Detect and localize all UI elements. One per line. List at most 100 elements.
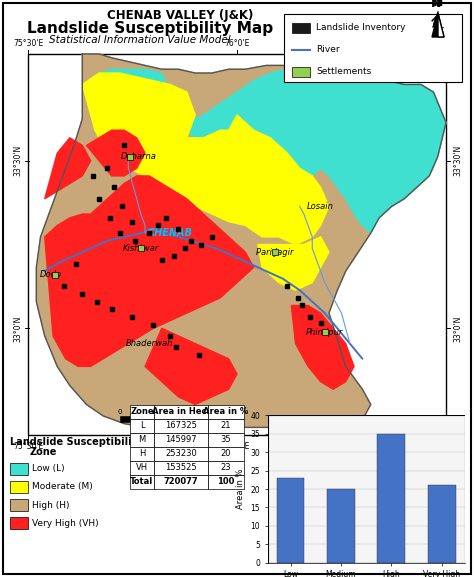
Bar	[428, 485, 456, 563]
Text: 5: 5	[136, 409, 140, 415]
Text: 167325: 167325	[165, 422, 197, 430]
Text: 100: 100	[217, 478, 235, 486]
Text: River: River	[316, 46, 340, 54]
Text: 76°0'E: 76°0'E	[224, 442, 250, 451]
Text: H: H	[139, 449, 145, 459]
Bar	[130, 405, 154, 419]
Text: Phindpur: Phindpur	[306, 328, 344, 336]
Text: Statistical Information Value Model: Statistical Information Value Model	[49, 35, 231, 45]
Polygon shape	[36, 54, 446, 431]
Bar	[130, 419, 154, 433]
Bar	[10, 499, 28, 511]
Bar	[284, 14, 462, 82]
Polygon shape	[82, 73, 329, 245]
Polygon shape	[292, 305, 354, 389]
Polygon shape	[87, 130, 145, 176]
Text: Total: Total	[130, 478, 154, 486]
Bar	[208, 447, 244, 461]
Text: 76°30'E: 76°30'E	[431, 442, 461, 451]
Bar	[130, 475, 154, 489]
Polygon shape	[432, 13, 444, 37]
Text: 153525: 153525	[165, 463, 197, 473]
Bar	[130, 447, 154, 461]
Text: Kishtwar: Kishtwar	[123, 244, 159, 253]
Text: Dodo: Dodo	[40, 271, 62, 279]
Text: 21: 21	[221, 422, 231, 430]
Text: Area in %: Area in %	[203, 407, 249, 417]
Text: Moderate (M): Moderate (M)	[32, 482, 93, 492]
Polygon shape	[145, 328, 237, 404]
Y-axis label: Area in %: Area in %	[236, 469, 245, 509]
Text: M: M	[138, 436, 146, 444]
Text: 76°0'E: 76°0'E	[224, 39, 250, 48]
Bar	[156, 416, 174, 422]
Bar	[154, 475, 208, 489]
Bar	[208, 461, 244, 475]
Text: Landslide Inventory: Landslide Inventory	[316, 24, 405, 32]
Bar	[208, 405, 244, 419]
Text: 0: 0	[118, 409, 122, 415]
Text: Bhaderwah: Bhaderwah	[126, 339, 173, 348]
Bar	[10, 463, 28, 475]
Bar	[154, 405, 208, 419]
Text: Landslide Susceptibility Map: Landslide Susceptibility Map	[27, 21, 273, 36]
Bar	[10, 481, 28, 493]
Text: N: N	[433, 0, 443, 9]
Text: CHENAB VALLEY (J&K): CHENAB VALLEY (J&K)	[107, 9, 253, 21]
Polygon shape	[82, 69, 170, 119]
Text: 20: 20	[221, 449, 231, 459]
Text: 145997: 145997	[165, 436, 197, 444]
Bar	[268, 415, 465, 563]
Text: 33°30'N: 33°30'N	[453, 145, 462, 177]
Bar	[208, 419, 244, 433]
Text: 253230: 253230	[165, 449, 197, 459]
Polygon shape	[258, 237, 329, 290]
Text: 33°0'N: 33°0'N	[453, 315, 462, 342]
Text: Landslide Susceptibility: Landslide Susceptibility	[10, 437, 143, 447]
Text: 35: 35	[221, 436, 231, 444]
Polygon shape	[45, 138, 91, 199]
Text: VH: VH	[136, 463, 148, 473]
Bar	[130, 461, 154, 475]
Bar	[277, 478, 304, 563]
Text: 33°30'N: 33°30'N	[13, 145, 22, 177]
Text: High (H): High (H)	[32, 500, 70, 509]
Text: Settlements: Settlements	[316, 68, 371, 77]
Bar	[120, 416, 138, 422]
Text: Area in Hec.: Area in Hec.	[152, 407, 210, 417]
Bar	[208, 475, 244, 489]
Text: 10: 10	[152, 409, 161, 415]
Polygon shape	[438, 13, 444, 37]
Bar	[174, 416, 192, 422]
Text: L: L	[140, 422, 144, 430]
Bar	[292, 67, 310, 77]
Text: 23: 23	[221, 463, 231, 473]
Text: 75°30'E: 75°30'E	[13, 442, 43, 451]
Bar	[327, 489, 355, 563]
Text: Zone: Zone	[30, 447, 57, 457]
Text: 20 Km: 20 Km	[181, 409, 203, 415]
Text: Very High (VH): Very High (VH)	[32, 519, 99, 527]
Text: Pari Jagir: Pari Jagir	[256, 248, 293, 257]
Text: Zone: Zone	[130, 407, 154, 417]
Bar	[154, 447, 208, 461]
Text: CHENAB: CHENAB	[148, 228, 192, 238]
Bar	[154, 461, 208, 475]
Polygon shape	[187, 69, 446, 233]
Text: 720077: 720077	[164, 478, 198, 486]
Bar	[10, 517, 28, 529]
Text: 75°30'E: 75°30'E	[13, 39, 43, 48]
Text: Low (L): Low (L)	[32, 464, 64, 474]
Text: 76°30'E: 76°30'E	[431, 39, 461, 48]
Text: Losain: Losain	[307, 202, 334, 211]
Polygon shape	[45, 176, 254, 366]
Bar	[154, 433, 208, 447]
Bar	[28, 54, 446, 435]
Text: Deharna: Deharna	[121, 152, 157, 162]
Bar	[138, 416, 156, 422]
Bar	[292, 23, 310, 33]
Bar	[377, 434, 405, 563]
Bar	[154, 419, 208, 433]
Text: N: N	[431, 0, 441, 10]
Bar	[208, 433, 244, 447]
